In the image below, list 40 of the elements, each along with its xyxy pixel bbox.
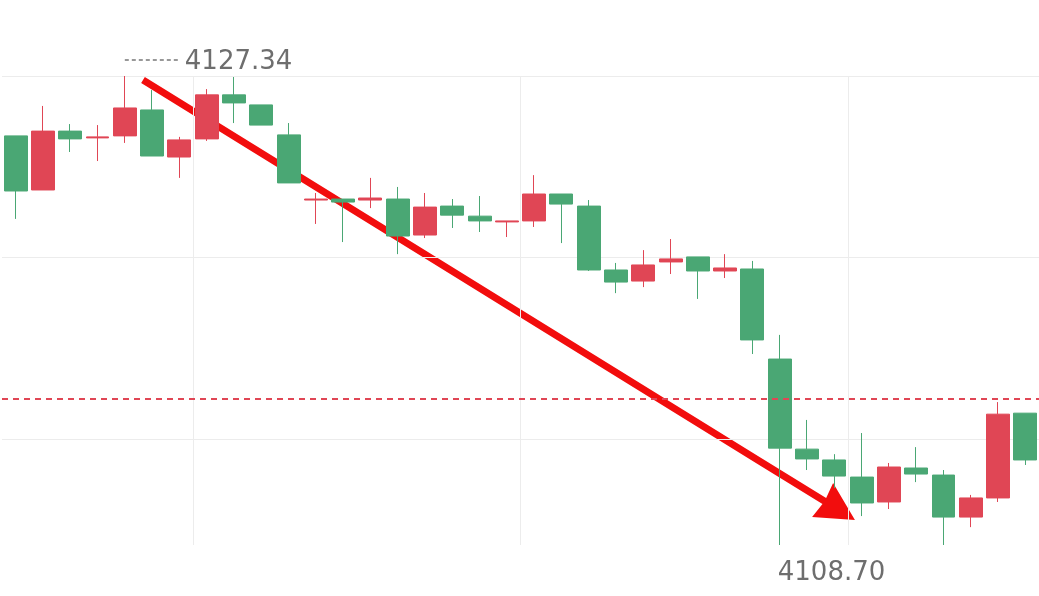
candlestick — [959, 494, 983, 528]
candlestick — [413, 192, 437, 239]
candlestick — [358, 177, 382, 209]
candlestick — [577, 199, 601, 272]
candlestick — [304, 192, 328, 225]
candlestick — [877, 462, 901, 510]
candlestick — [604, 262, 628, 294]
candlestick — [740, 260, 764, 355]
candlestick — [86, 124, 109, 162]
candlestick — [331, 198, 355, 243]
candlestick — [31, 105, 55, 191]
candlestick — [986, 401, 1010, 503]
candlestick — [195, 88, 219, 142]
candlestick — [58, 123, 82, 153]
candlestick — [440, 198, 464, 229]
candlestick — [468, 195, 492, 233]
candlestick — [631, 249, 655, 288]
candlestick — [549, 193, 573, 244]
candlestick — [495, 220, 519, 238]
candlestick — [522, 174, 546, 228]
candlestick — [686, 256, 710, 300]
candlestick — [822, 453, 846, 489]
candlestick — [850, 432, 874, 517]
candlestick — [932, 469, 955, 546]
candlestick — [768, 334, 792, 546]
candlestick — [4, 135, 28, 220]
candlestick — [904, 446, 928, 483]
candlestick — [795, 419, 819, 471]
candlestick — [113, 75, 137, 144]
candlestick — [222, 76, 246, 124]
candlestick — [713, 253, 737, 279]
candlestick — [277, 122, 301, 184]
candlestick — [386, 186, 410, 255]
candlestick — [167, 136, 191, 179]
candlestick — [140, 89, 164, 157]
candlestick — [1013, 412, 1037, 466]
candlestick — [659, 238, 683, 275]
text: 4127.34 — [184, 45, 293, 75]
text: 4108.70 — [777, 556, 886, 586]
candlestick — [249, 104, 273, 126]
